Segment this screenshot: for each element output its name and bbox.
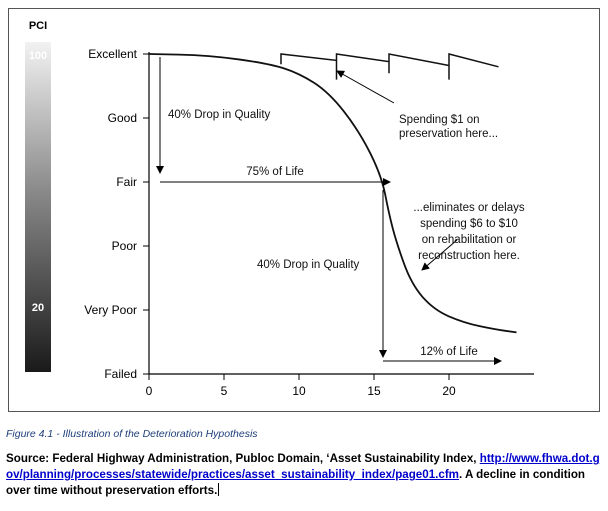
y-tick-label: Excellent <box>88 47 137 61</box>
y-tick-label: Poor <box>112 239 137 253</box>
y-tick-label: Failed <box>104 367 137 381</box>
text-cursor <box>218 483 220 496</box>
drop1-label: 40% Drop in Quality <box>168 109 271 121</box>
pci-top-value: 100 <box>29 50 47 62</box>
pci-bottom-value: 20 <box>32 302 44 314</box>
spending-pointer <box>336 70 395 104</box>
preservation-curve <box>280 53 499 80</box>
elim-label-line4: reconstruction here. <box>418 250 520 262</box>
source-link[interactable]: http://www.fhwa.dot.gov/planning/process… <box>6 452 600 481</box>
pci-label: PCI <box>29 20 47 32</box>
y-axis-ticks: Excellent Good Fair Poor Very Poor Failed <box>84 47 149 381</box>
series-layer <box>148 53 517 334</box>
x-tick-label: 10 <box>292 384 306 398</box>
figure-caption: Figure 4.1 - Illustration of the Deterio… <box>6 428 258 440</box>
drop2-label: 40% Drop in Quality <box>257 259 360 271</box>
elim-label-line3: on rehabilitation or <box>422 234 517 246</box>
life75-label: 75% of Life <box>246 166 304 178</box>
x-tick-label: 20 <box>442 384 456 398</box>
deterioration-curve <box>148 53 517 334</box>
x-tick-label: 5 <box>221 384 228 398</box>
life12-label: 12% of Life <box>420 346 478 358</box>
source-citation: Source: Federal Highway Administration, … <box>6 451 602 499</box>
y-tick-label: Very Poor <box>84 303 137 317</box>
source-prefix: Source: Federal Highway Administration, … <box>6 452 477 465</box>
x-tick-label: 0 <box>146 384 153 398</box>
source-suffix: . A decline in condition over time witho… <box>6 468 586 497</box>
spending-label-line1: Spending $1 on <box>399 114 480 126</box>
figure-frame: PCI 100 20 Excellent Good Fair Poor Very Poo… <box>8 8 600 412</box>
pci-gradient-bar <box>25 42 51 372</box>
y-tick-label: Good <box>108 111 137 125</box>
x-tick-label: 15 <box>367 384 381 398</box>
spending-label-line2: preservation here... <box>399 128 498 140</box>
y-tick-label: Fair <box>116 175 137 189</box>
elim-label-line1: ...eliminates or delays <box>413 202 524 214</box>
elim-label-line2: spending $6 to $10 <box>420 218 518 230</box>
elim-pointer <box>421 239 458 271</box>
x-axis-ticks: 0 5 10 15 20 <box>146 374 456 398</box>
